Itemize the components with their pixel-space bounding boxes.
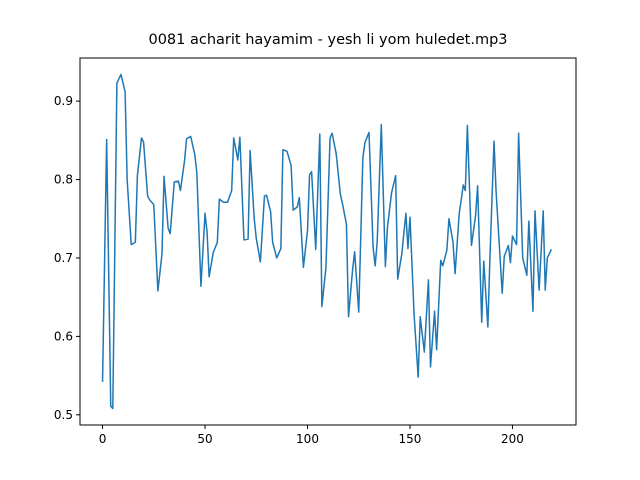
y-tick-label: 0.9 bbox=[54, 94, 73, 108]
y-tick-label: 0.7 bbox=[54, 251, 73, 265]
y-tick-label: 0.8 bbox=[54, 173, 73, 187]
x-tick-label: 0 bbox=[99, 432, 107, 446]
x-tick-label: 100 bbox=[296, 432, 319, 446]
x-tick-label: 200 bbox=[501, 432, 524, 446]
x-tick-label: 150 bbox=[399, 432, 422, 446]
y-tick-label: 0.5 bbox=[54, 408, 73, 422]
data-line bbox=[101, 73, 553, 410]
chart-title: 0081 acharit hayamim - yesh li yom huled… bbox=[148, 32, 507, 48]
x-tick-label: 50 bbox=[197, 432, 212, 446]
plot-frame bbox=[79, 57, 577, 426]
y-tick-label: 0.6 bbox=[54, 329, 73, 343]
